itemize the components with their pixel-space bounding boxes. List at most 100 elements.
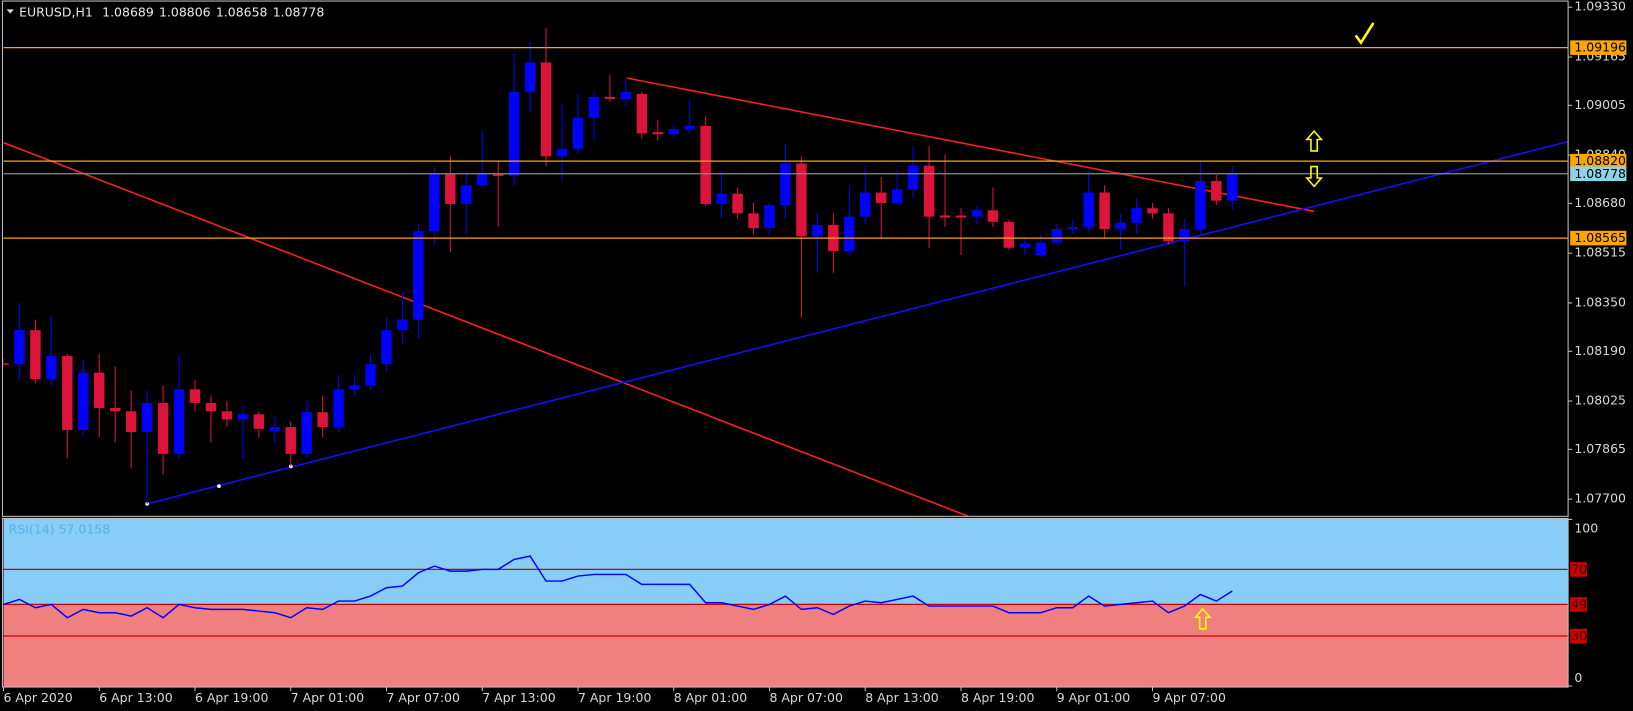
price-level-label: 1.08778	[1574, 166, 1626, 181]
candle-body	[588, 96, 600, 118]
candle-body	[301, 412, 312, 454]
candle-body	[269, 427, 280, 431]
candle-body	[572, 117, 584, 149]
x-tick-label: 9 Apr 01:00	[1057, 690, 1131, 705]
x-tick-label: 8 Apr 01:00	[674, 690, 748, 705]
candle-body	[94, 372, 105, 408]
candle-body	[844, 216, 855, 252]
candle-body	[812, 224, 823, 237]
y-tick-label: 1.09005	[1574, 97, 1626, 112]
candle-body	[1051, 229, 1062, 243]
trend-line	[146, 140, 1569, 505]
candle-body	[1211, 181, 1222, 201]
candle-body	[1147, 208, 1158, 214]
y-tick-label: 1.07865	[1574, 441, 1626, 456]
candle-body	[620, 91, 632, 99]
x-tick-label: 6 Apr 19:00	[195, 690, 269, 705]
header-value: 1.08806	[159, 4, 211, 19]
candle-body	[923, 165, 935, 217]
candle-body	[636, 93, 648, 134]
candle-body	[173, 389, 185, 454]
candle-body	[939, 215, 951, 218]
rsi-level-label: 30	[1571, 628, 1587, 643]
main-pane	[3, 28, 1569, 517]
candle-body	[333, 389, 344, 428]
candle-body	[461, 185, 472, 204]
x-tick-label: 7 Apr 01:00	[291, 690, 365, 705]
candle-body	[46, 356, 57, 380]
pane-frame	[1, 0, 1569, 517]
y-tick-label: 0	[1574, 670, 1582, 685]
rsi-level-tag	[1570, 562, 1587, 577]
y-tick-label: 1.08025	[1574, 393, 1626, 408]
candle-body	[955, 215, 967, 218]
candle-body	[524, 62, 536, 92]
lower-zone	[3, 604, 1569, 688]
up-arrow	[1305, 129, 1324, 152]
candle-body	[1163, 213, 1174, 242]
annotations	[1193, 22, 1375, 630]
x-tick-label: 6 Apr 2020	[3, 690, 72, 705]
x-tick-label: 8 Apr 07:00	[769, 690, 843, 705]
candle-body	[1195, 181, 1206, 230]
candle-body	[796, 163, 807, 237]
candle-body	[987, 210, 999, 222]
candle-body	[875, 192, 887, 204]
candle-body	[349, 385, 360, 390]
candle-body	[445, 173, 456, 204]
x-tick-label: 7 Apr 13:00	[482, 690, 556, 705]
candle-body	[237, 414, 249, 420]
x-tick-label: 7 Apr 07:00	[386, 690, 460, 705]
candle-body	[317, 412, 328, 428]
candle-body	[397, 319, 408, 331]
x-tick-label: 6 Apr 13:00	[99, 690, 173, 705]
rsi-title: RSI(14) 57.0158	[9, 521, 111, 536]
y-tick-label: 1.08680	[1574, 195, 1626, 210]
candle-body	[684, 125, 695, 130]
candle-body	[285, 427, 296, 454]
trend-line	[3, 141, 969, 517]
rsi-line-group	[3, 555, 1233, 619]
y-tick-label: 1.07700	[1574, 491, 1626, 506]
candle-body	[14, 330, 25, 365]
candle-body	[413, 231, 424, 320]
y-tick-label: 1.08350	[1574, 294, 1626, 309]
down-arrow	[1305, 165, 1324, 188]
y-tick-label: 1.08515	[1574, 245, 1626, 260]
price-level-tag	[1570, 153, 1627, 169]
price-level-label: 1.08820	[1574, 153, 1626, 168]
header-value: 1.08658	[216, 4, 268, 19]
candle-body	[764, 205, 775, 229]
candle-body	[365, 364, 376, 386]
header-value: 1.08689	[102, 4, 154, 19]
candle-body	[205, 402, 217, 412]
candle-body	[1179, 229, 1190, 242]
rsi-level-tag	[1570, 628, 1587, 644]
price-level-tag	[1570, 40, 1627, 55]
candle-body	[157, 402, 169, 454]
candle-body	[1083, 192, 1094, 227]
candle-body	[492, 173, 504, 176]
candle-body	[652, 132, 663, 135]
candle-body	[3, 363, 9, 365]
candle-body	[780, 163, 791, 206]
menu-triangle[interactable]	[6, 9, 14, 14]
check-mark	[1354, 22, 1375, 46]
header-value: 1.08778	[273, 4, 325, 19]
pane-frame	[1, 517, 1569, 688]
price-level-tag	[1570, 166, 1627, 182]
candle-body	[1227, 173, 1238, 201]
candle-body	[381, 330, 392, 365]
price-level-label: 1.08565	[1574, 230, 1626, 245]
anchor-point	[217, 484, 221, 489]
x-tick-label: 8 Apr 19:00	[961, 690, 1035, 705]
candle-body	[189, 389, 201, 403]
x-tick-label: 9 Apr 07:00	[1152, 690, 1226, 705]
y-tick-label: 1.08190	[1574, 343, 1626, 358]
candle-body	[556, 148, 568, 157]
y-tick-label: 1.09330	[1574, 0, 1626, 14]
candle-body	[1115, 222, 1126, 230]
candle-body	[125, 411, 137, 433]
